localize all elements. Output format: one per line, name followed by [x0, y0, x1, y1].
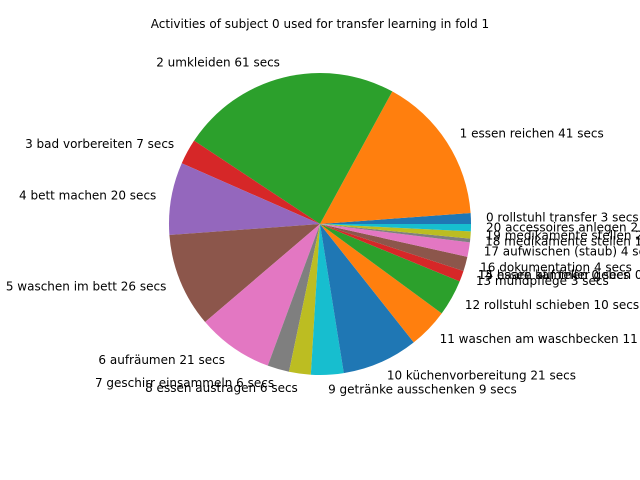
pie-slice-7: [267, 224, 320, 372]
pie-label-6: 6 aufräumen 21 secs: [98, 353, 225, 367]
pie-slice-9: [310, 224, 344, 376]
pie-label-5: 5 waschen im bett 26 secs: [6, 280, 167, 294]
pie-label-4: 4 bett machen 20 secs: [19, 188, 156, 202]
pie-label-11: 11 waschen am waschbecken 11 secs: [440, 332, 640, 346]
pie-label-8: 8 essen austragen 6 secs: [145, 381, 298, 395]
pie-labels: 0 rollstuhl transfer 3 secs 1 essen reich…: [6, 55, 640, 396]
pie-slice-18: [320, 224, 471, 243]
pie-slice-8: [288, 224, 320, 375]
pie-label-1: 1 essen reichen 41 secs: [460, 127, 604, 141]
pie-slice-10: [320, 224, 414, 374]
chart-title: Activities of subject 0 used for transfe…: [151, 17, 489, 31]
pie-slice-3: [181, 140, 320, 224]
pie-label-9: 9 getränke ausschenken 9 secs: [328, 382, 517, 396]
pie-slice-13: [320, 224, 464, 282]
pie-slice-11: [320, 224, 442, 343]
pie-slice-2: [194, 73, 393, 225]
pie-slice-0: [320, 212, 471, 224]
pie-slice-12: [320, 224, 460, 314]
pie-slice-19: [320, 224, 471, 239]
pie-label-18: 18 medikamente stellen 1 secs: [485, 235, 640, 249]
pie-label-2: 2 umkleiden 61 secs: [156, 55, 280, 69]
pie-label-15: 15 essen auf teller geben 0 secs: [478, 268, 640, 282]
pie-label-3: 3 bad vorbereiten 7 secs: [25, 137, 174, 151]
pie-slice-6: [205, 224, 320, 366]
pie-label-17: 17 aufwischen (staub) 4 secs: [484, 245, 640, 259]
pie-label-7: 7 geschirr einsammeln 6 secs: [95, 376, 274, 390]
pie-label-10: 10 küchenvorbereitung 21 secs: [387, 369, 576, 383]
pie-label-12: 12 rollstuhl schieben 10 secs: [465, 298, 639, 312]
pie-label-14: 14 haare kämmen 0 secs: [478, 268, 629, 282]
pie-slice-20: [320, 224, 471, 232]
pie-label-20: 20 accessoires anlegen 2 secs: [486, 221, 640, 235]
pie-slices: [169, 73, 471, 376]
pie-slice-4: [169, 163, 320, 236]
pie-slice-1: [320, 91, 471, 224]
pie-label-13: 13 mundpflege 3 secs: [476, 274, 609, 288]
pie-label-19: 19 medikamente stellen 2 secs: [486, 229, 640, 243]
pie-slice-17: [320, 224, 470, 257]
pie-label-16: 16 dokumentation 4 secs: [480, 260, 632, 274]
pie-slice-16: [320, 224, 468, 272]
pie-label-0: 0 rollstuhl transfer 3 secs: [486, 210, 639, 224]
pie-slice-5: [169, 224, 320, 322]
